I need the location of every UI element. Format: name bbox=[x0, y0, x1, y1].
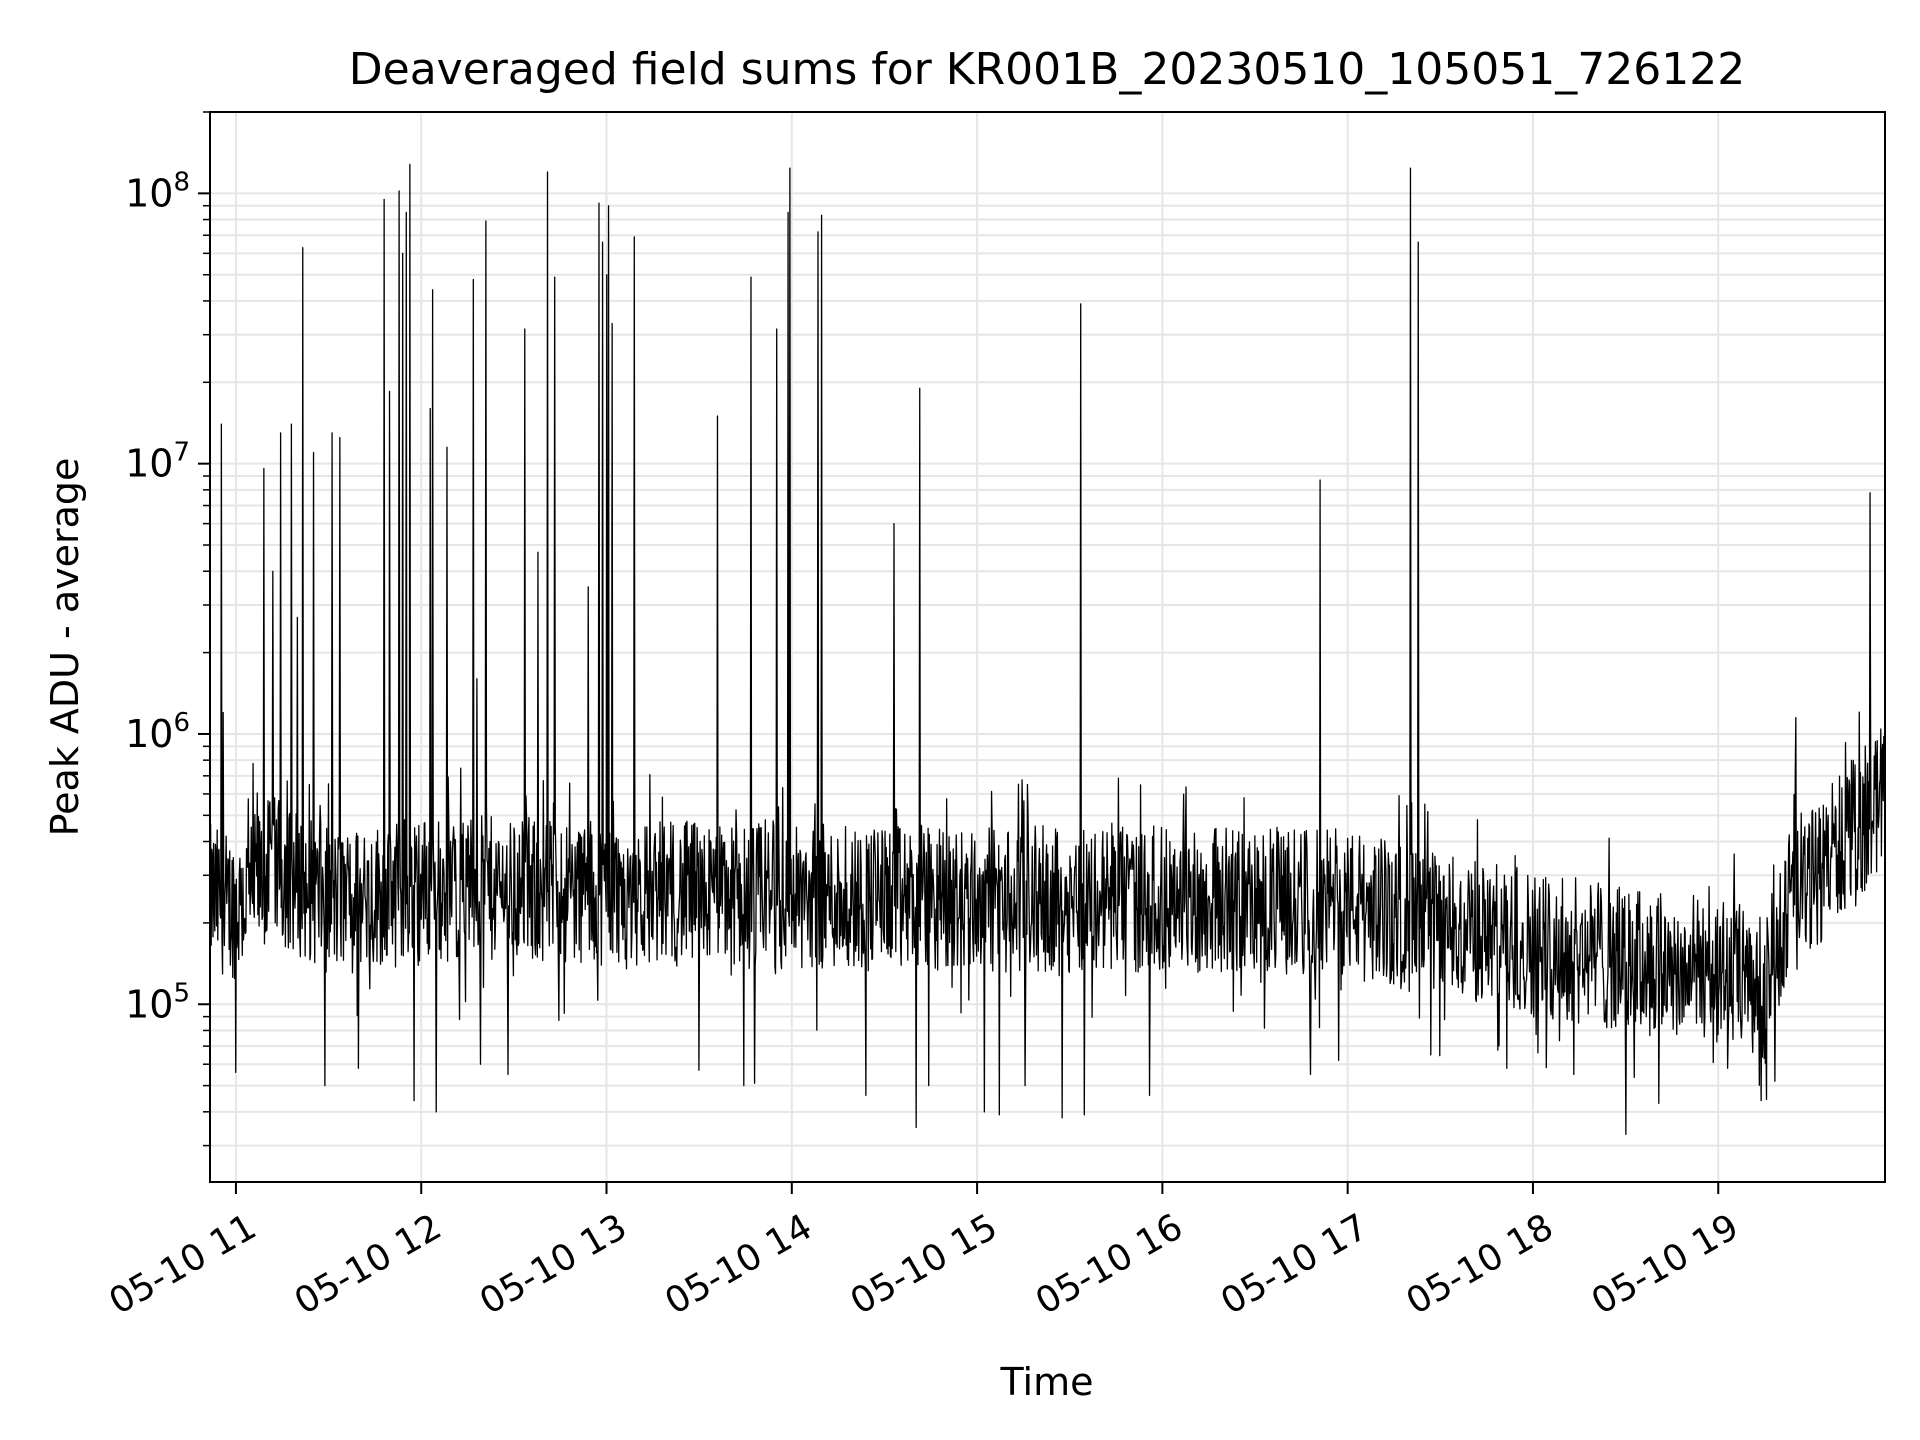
chart-title: Deaveraged field sums for KR001B_2023051… bbox=[349, 44, 1745, 95]
plot-frame bbox=[209, 111, 1886, 1183]
y-tick-label: 105 bbox=[125, 978, 190, 1026]
y-tick-label: 106 bbox=[125, 708, 190, 756]
plot-series bbox=[209, 163, 1886, 1136]
y-axis-label: Peak ADU - average bbox=[43, 458, 87, 837]
series-line bbox=[209, 163, 1886, 1136]
y-tick-label: 107 bbox=[125, 438, 190, 486]
y-tick-label: 108 bbox=[125, 167, 190, 215]
grid-y bbox=[210, 111, 1885, 1147]
y-axis: 105 106 107 108 bbox=[125, 111, 210, 1147]
x-axis-label: Time bbox=[1000, 1360, 1094, 1404]
